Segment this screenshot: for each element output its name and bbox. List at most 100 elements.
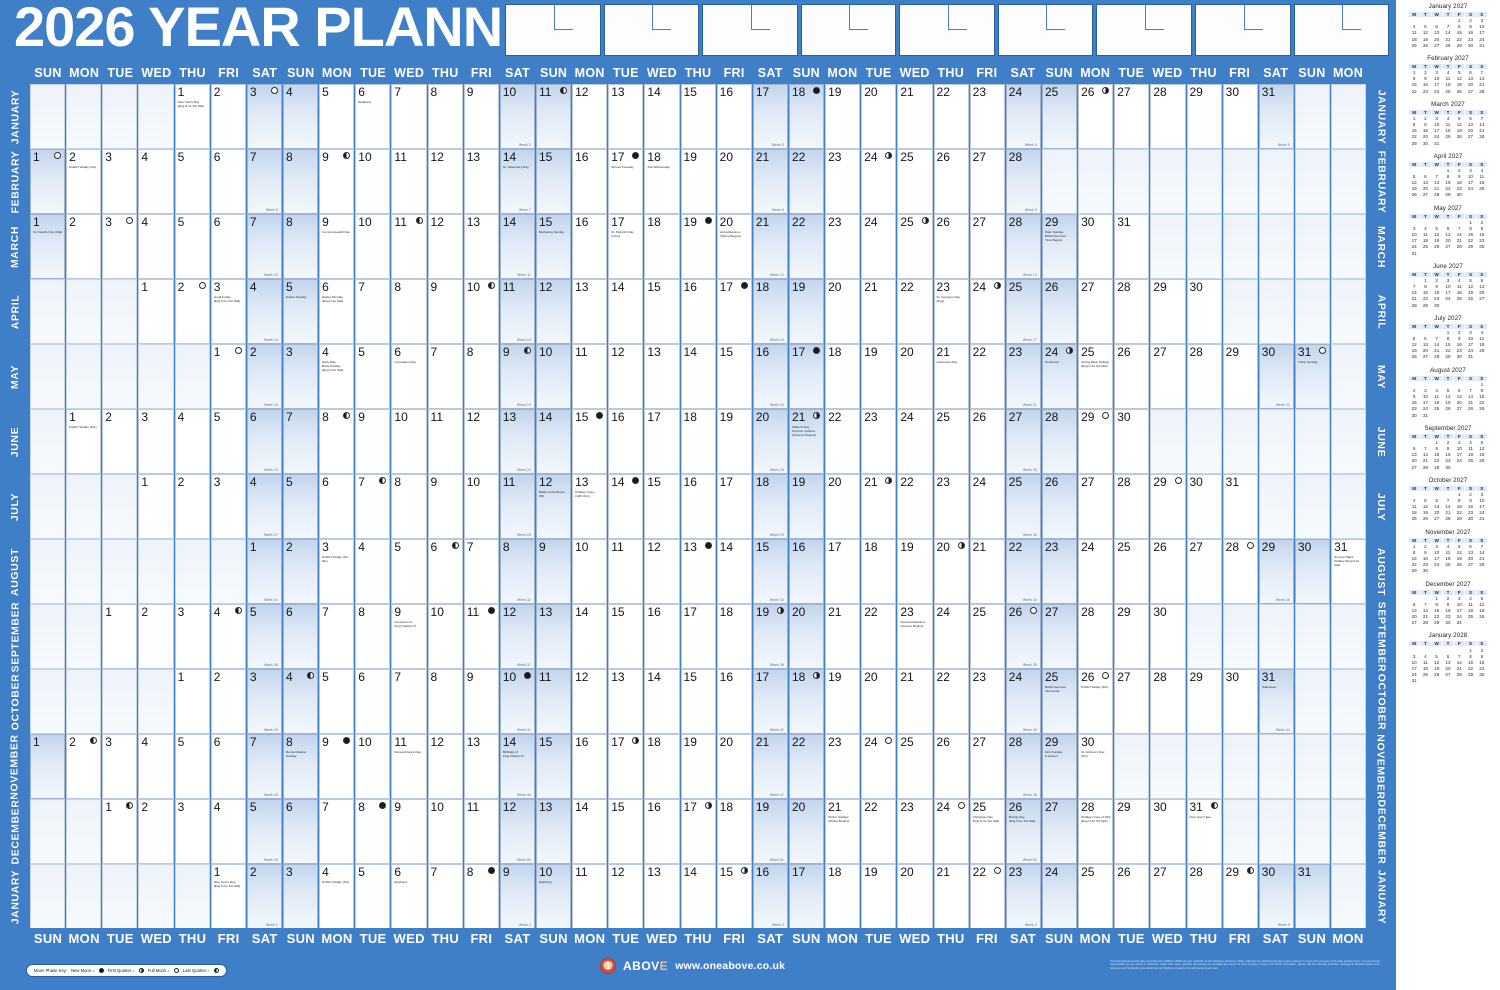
day-cell[interactable]: 16 <box>680 474 716 539</box>
day-cell[interactable]: 6 <box>319 474 355 539</box>
day-cell[interactable]: 8 <box>355 604 391 669</box>
day-cell[interactable]: 6 <box>210 149 246 214</box>
day-cell[interactable]: 29 <box>1114 604 1150 669</box>
day-cell[interactable]: 29 <box>1150 279 1186 344</box>
day-cell[interactable]: 8 <box>427 84 463 149</box>
day-cell[interactable]: 21 <box>933 864 969 929</box>
day-cell[interactable]: 20 <box>897 864 933 929</box>
day-cell[interactable]: 26 <box>969 409 1005 474</box>
day-cell[interactable]: 13 <box>463 149 499 214</box>
day-cell[interactable]: 13 <box>463 734 499 799</box>
day-cell[interactable]: 3 <box>174 799 210 864</box>
day-cell[interactable]: 25 <box>897 214 933 279</box>
day-cell[interactable]: 26 <box>933 734 969 799</box>
day-cell[interactable]: 16 Week 3 <box>752 864 788 929</box>
day-cell[interactable]: 21 Ascension Day <box>933 344 969 409</box>
day-cell[interactable]: 16 <box>608 409 644 474</box>
day-cell[interactable]: 24 <box>969 474 1005 539</box>
day-cell[interactable]: 10 <box>463 279 499 344</box>
day-cell[interactable]: 19 <box>861 864 897 929</box>
day-cell[interactable]: 20 <box>933 539 969 604</box>
day-cell[interactable]: 22 Week 34 <box>1005 539 1041 604</box>
day-cell[interactable]: 3 Public Holiday (Sct IRL) <box>319 539 355 604</box>
day-cell[interactable]: 19 <box>788 474 825 539</box>
day-cell[interactable]: 24 <box>897 409 933 474</box>
day-cell[interactable]: 26 Public Holiday (IRL) <box>1078 669 1114 734</box>
day-cell[interactable]: 29 <box>1150 474 1186 539</box>
day-cell[interactable]: 9 <box>319 734 355 799</box>
day-cell[interactable]: 20 <box>788 604 825 669</box>
day-cell[interactable]: 17 <box>788 344 825 409</box>
day-cell[interactable]: 26 <box>1114 344 1150 409</box>
day-cell[interactable]: 4 Public Holiday (Sct) <box>319 864 355 929</box>
day-cell[interactable]: 21 Winter Solstice (Winter Begins) <box>825 799 861 864</box>
day-cell[interactable]: 19 <box>897 539 933 604</box>
day-cell[interactable]: 24 Pentecost <box>1041 344 1078 409</box>
day-cell[interactable]: 28 <box>1078 604 1114 669</box>
day-cell[interactable]: 2 <box>210 669 246 734</box>
website-url[interactable]: www.oneabove.co.uk <box>675 960 786 972</box>
day-cell[interactable]: 26 <box>1114 864 1150 929</box>
day-cell[interactable]: 7 <box>427 864 463 929</box>
day-cell[interactable]: 8 Week 32 <box>499 539 535 604</box>
day-cell[interactable]: 23 <box>825 214 861 279</box>
day-cell[interactable]: 13 <box>680 539 716 604</box>
day-cell[interactable]: 12 <box>608 864 644 929</box>
day-cell[interactable]: 13 <box>644 344 680 409</box>
day-cell[interactable]: 12 <box>572 669 608 734</box>
day-cell[interactable]: 23 <box>825 149 861 214</box>
day-cell[interactable]: 23 Autumnal Equinox (Autumn Begins) <box>897 604 933 669</box>
day-cell[interactable]: 29 First Sunday in Advent <box>1041 734 1078 799</box>
day-cell[interactable]: 22 <box>825 409 861 474</box>
day-cell[interactable]: 18 <box>788 84 825 149</box>
day-cell[interactable]: 5 <box>282 474 319 539</box>
day-cell[interactable]: 28 Holiday in lieu of 26th (Eng N.Ire Sct… <box>1078 799 1114 864</box>
day-cell[interactable]: 12 Battle of the Boyne (NI) <box>535 474 572 539</box>
note-box[interactable] <box>1293 4 1390 56</box>
day-cell[interactable]: 5 <box>174 149 210 214</box>
day-cell[interactable]: 8 <box>463 344 499 409</box>
day-cell[interactable]: 14 <box>535 409 572 474</box>
day-cell[interactable]: 20 Vernal Equinox (Spring Begins) <box>716 214 752 279</box>
day-cell[interactable]: 22 <box>861 799 897 864</box>
day-cell[interactable]: 1 <box>30 149 66 214</box>
day-cell[interactable]: 8 <box>463 864 499 929</box>
day-cell[interactable]: 31 <box>1294 864 1331 929</box>
day-cell[interactable]: 21 Week 12 <box>752 214 788 279</box>
day-cell[interactable]: 6 Coronation Day <box>391 344 427 409</box>
day-cell[interactable]: 13 <box>644 864 680 929</box>
day-cell[interactable]: 23 <box>1041 539 1078 604</box>
day-cell[interactable]: 6 Epiphany <box>391 864 427 929</box>
day-cell[interactable]: 6 <box>210 734 246 799</box>
day-cell[interactable]: 23 <box>969 669 1005 734</box>
day-cell[interactable]: 29 <box>1186 84 1222 149</box>
day-cell[interactable]: 23 Week 21 <box>1005 344 1041 409</box>
day-cell[interactable]: 1 <box>210 344 246 409</box>
day-cell[interactable]: 2 <box>174 474 210 539</box>
note-box[interactable] <box>603 4 700 56</box>
day-cell[interactable]: 18 <box>825 864 861 929</box>
day-cell[interactable]: 27 <box>1150 344 1186 409</box>
day-cell[interactable]: 29 <box>1114 799 1150 864</box>
day-cell[interactable]: 30 <box>1150 604 1186 669</box>
day-cell[interactable]: 20 <box>825 279 861 344</box>
day-cell[interactable]: 12 <box>572 84 608 149</box>
day-cell[interactable]: 26 Week 39 <box>1005 604 1041 669</box>
day-cell[interactable]: 11 <box>463 604 499 669</box>
day-cell[interactable]: 15 <box>680 669 716 734</box>
day-cell[interactable]: 9 <box>535 539 572 604</box>
note-box[interactable] <box>800 4 897 56</box>
day-cell[interactable]: 23 <box>969 84 1005 149</box>
day-cell[interactable]: 14 St. Valentine's Day Week 7 <box>499 149 535 214</box>
day-cell[interactable]: 21 <box>897 84 933 149</box>
day-cell[interactable]: 1 <box>138 279 174 344</box>
day-cell[interactable]: 8 <box>391 279 427 344</box>
day-cell[interactable]: 30 Week 22 <box>1258 344 1294 409</box>
day-cell[interactable]: 8 Remembrance Sunday <box>282 734 319 799</box>
day-cell[interactable]: 1 St. David's Day (Wal) <box>30 214 66 279</box>
day-cell[interactable]: 7 <box>355 474 391 539</box>
day-cell[interactable]: 28 <box>1114 279 1150 344</box>
day-cell[interactable]: 7 Week 6 <box>246 149 282 214</box>
day-cell[interactable]: 4 Week 14 <box>246 279 282 344</box>
day-cell[interactable]: 23 <box>861 409 897 474</box>
